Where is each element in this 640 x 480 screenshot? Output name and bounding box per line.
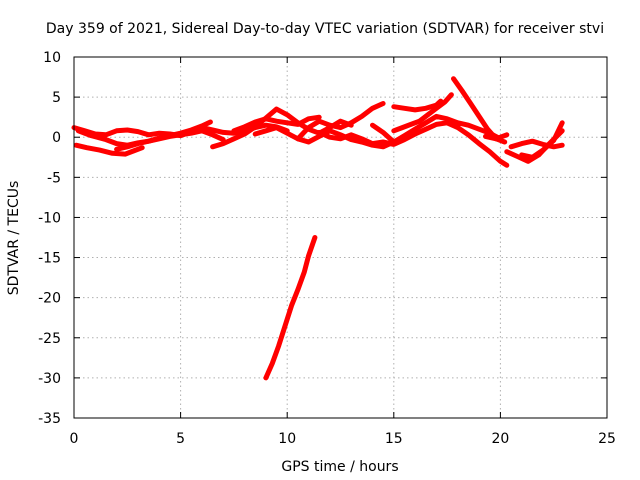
series-line-track-l	[391, 98, 444, 113]
x-tick-label: 5	[176, 431, 185, 447]
series-line-track-k	[370, 113, 503, 145]
series-line-track-r	[519, 120, 565, 160]
x-tick-label: 10	[278, 431, 296, 447]
series-line-track-o	[444, 120, 510, 168]
grid	[74, 57, 607, 418]
y-tick-label: -20	[38, 291, 61, 307]
series-line-track-c	[73, 142, 145, 157]
series-line-track-m	[391, 92, 454, 134]
y-tick-label: -10	[38, 210, 61, 226]
chart-title: Day 359 of 2021, Sidereal Day-to-day VTE…	[46, 21, 604, 37]
axis-ticks: 0 5 10 15 20 25 10 5 0 -5 -10 -15 -20 -25 -30 -35	[38, 50, 616, 447]
series-line-track-s	[483, 132, 510, 142]
x-tick-label: 0	[70, 431, 79, 447]
series-layer	[71, 76, 565, 381]
y-tick-label: -15	[38, 251, 61, 267]
series-line-track-h	[263, 235, 318, 381]
x-tick-label: 20	[491, 431, 509, 447]
y-tick-label: 10	[43, 50, 61, 66]
series-line-track-f	[231, 114, 322, 134]
x-tick-label: 15	[385, 431, 403, 447]
y-tick-label: -5	[47, 170, 61, 186]
series-line-track-i	[295, 101, 386, 142]
series-line-track-e	[210, 106, 354, 150]
y-tick-label: 0	[52, 130, 61, 146]
series-line-track-j	[316, 120, 461, 147]
plot-frame	[73, 56, 608, 419]
series-line-track-d	[114, 119, 213, 152]
x-axis-title: GPS time / hours	[281, 459, 398, 475]
x-tick-label: 25	[598, 431, 616, 447]
y-tick-label: -35	[38, 411, 61, 427]
y-tick-label: -25	[38, 331, 61, 347]
y-tick-label: 5	[52, 90, 61, 106]
series-line-track-p	[508, 138, 565, 150]
y-tick-label: -30	[38, 371, 61, 387]
y-axis-title: SDTVAR / TECUs	[6, 181, 22, 296]
